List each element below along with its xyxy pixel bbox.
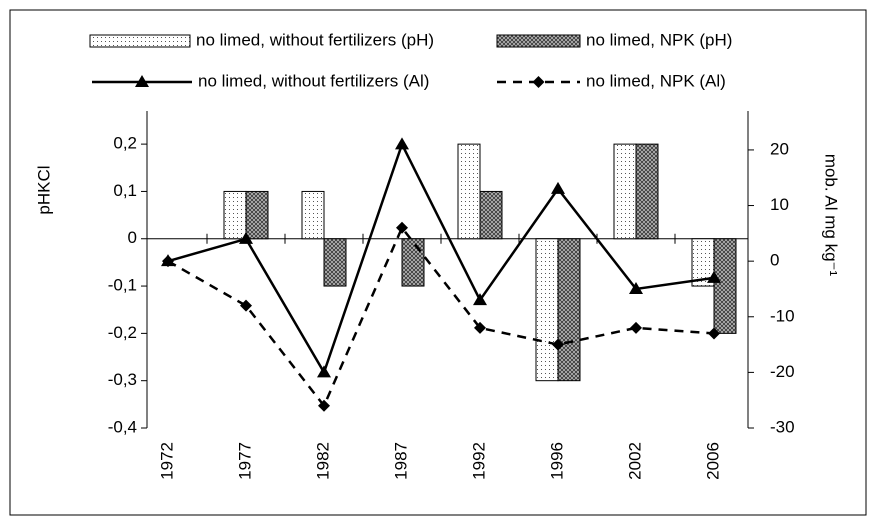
marker bbox=[396, 221, 408, 234]
marker bbox=[707, 270, 721, 283]
x-tick-label: 2006 bbox=[703, 442, 722, 480]
bar bbox=[479, 190, 503, 240]
y2-tick-label: -20 bbox=[770, 362, 795, 381]
bar bbox=[457, 143, 481, 240]
bar bbox=[535, 238, 559, 382]
y2-tick-label: 0 bbox=[770, 251, 779, 270]
y-tick-label: -0,3 bbox=[108, 370, 137, 389]
legend-marker bbox=[135, 75, 149, 87]
marker bbox=[473, 293, 487, 306]
legend-marker bbox=[532, 76, 545, 88]
legend-swatch bbox=[496, 34, 581, 48]
y-tick-label: -0,1 bbox=[108, 276, 137, 295]
marker bbox=[474, 321, 486, 334]
bar bbox=[223, 190, 247, 240]
marker bbox=[162, 255, 174, 268]
y-tick-label: 0 bbox=[128, 228, 137, 247]
y-tick-label: -0,2 bbox=[108, 323, 137, 342]
y2-tick-label: 10 bbox=[770, 195, 789, 214]
y-tick-label: 0,2 bbox=[113, 134, 137, 153]
bar bbox=[401, 238, 425, 287]
legend-swatch bbox=[89, 34, 191, 48]
x-tick-label: 1996 bbox=[547, 442, 566, 480]
marker bbox=[395, 137, 409, 150]
x-tick-label: 1977 bbox=[235, 442, 254, 480]
line bbox=[167, 141, 715, 376]
x-tick-label: 1972 bbox=[157, 442, 176, 480]
y2-tick-label: -30 bbox=[770, 417, 795, 436]
marker bbox=[552, 338, 564, 351]
bar bbox=[245, 190, 269, 240]
legend-label: no limed, NPK (Al) bbox=[586, 71, 726, 90]
marker bbox=[318, 399, 330, 412]
y-tick-label: 0,1 bbox=[113, 181, 137, 200]
y-tick-label: -0,4 bbox=[108, 417, 137, 436]
marker bbox=[551, 181, 565, 194]
x-tick-label: 1987 bbox=[391, 442, 410, 480]
marker bbox=[708, 327, 720, 340]
y2-tick-label: -10 bbox=[770, 306, 795, 325]
x-tick-label: 2002 bbox=[625, 442, 644, 480]
bar bbox=[557, 238, 581, 382]
marker bbox=[629, 281, 643, 294]
y-axis-title: pHKCl bbox=[34, 165, 53, 214]
x-tick-label: 1982 bbox=[313, 442, 332, 480]
marker bbox=[317, 365, 331, 378]
bar bbox=[635, 143, 659, 240]
legend-label: no limed, without fertilizers (Al) bbox=[198, 71, 429, 90]
y2-axis-title: mob. Al mg kg⁻¹ bbox=[822, 154, 841, 277]
x-tick-label: 1992 bbox=[469, 442, 488, 480]
marker bbox=[240, 299, 252, 312]
marker bbox=[630, 321, 642, 334]
marker bbox=[239, 231, 253, 244]
bar bbox=[323, 238, 347, 287]
bar bbox=[301, 190, 325, 240]
bar bbox=[713, 238, 737, 334]
bar bbox=[613, 143, 637, 240]
legend-label: no limed, without fertilizers (pH) bbox=[196, 30, 434, 49]
y2-tick-label: 20 bbox=[770, 139, 789, 158]
legend-label: no limed, NPK (pH) bbox=[586, 30, 732, 49]
